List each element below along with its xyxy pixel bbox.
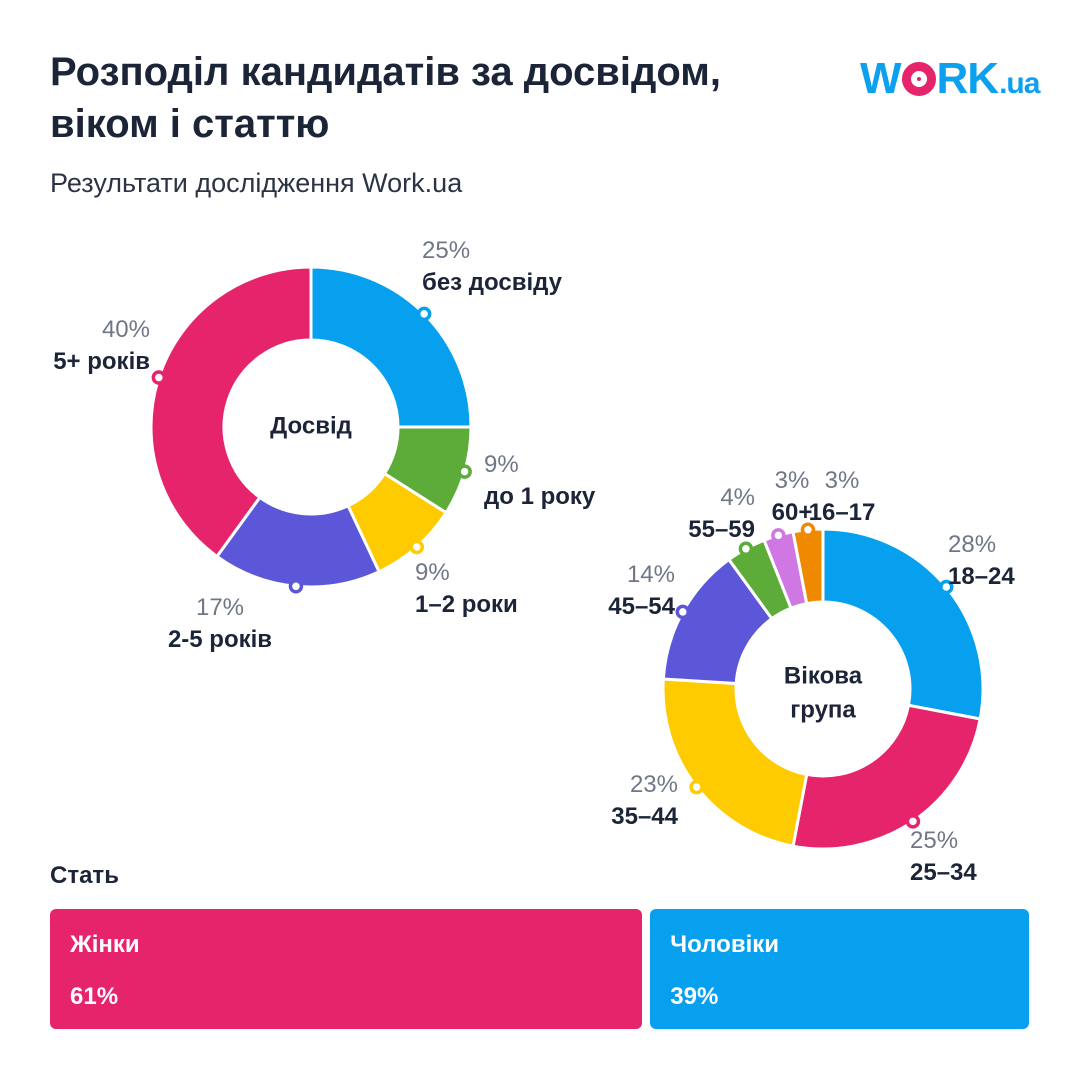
gender-bar-men: Чоловіки 39% — [650, 909, 1029, 1029]
gender-bar-label: Жінки — [70, 931, 140, 958]
donut-age-slice-3-marker — [675, 604, 691, 620]
donut-experience-slice-1-percent: 9% — [484, 451, 519, 478]
donut-age-center-label: група — [790, 696, 856, 723]
donut-age-slice-3-percent: 14% — [627, 561, 675, 588]
donut-age-slice-1-label: 25–34 — [910, 859, 977, 886]
donut-age-slice-6-percent: 3% — [825, 467, 860, 494]
donut-age-slice-1-marker — [905, 814, 921, 829]
logo-letters-rk: RK — [936, 54, 1000, 103]
experience-donut-chart: 25% без досвіду 9% до 1 року 9% 1–2 роки 17% 2-… — [53, 237, 596, 653]
donut-age-slice-6-marker — [800, 522, 816, 537]
gender-chart-title: Стать — [50, 862, 119, 889]
donut-age-slice-4-marker — [738, 541, 754, 557]
donut-experience-slice-0-percent: 25% — [422, 237, 470, 264]
donut-experience-slice-3-percent: 17% — [196, 594, 244, 621]
donut-experience-slice-3-label: 2-5 років — [168, 626, 272, 653]
title-line-2: віком і статтю — [50, 102, 330, 146]
donut-age-slice-1 — [791, 703, 982, 851]
page-subtitle: Результати дослідження Work.ua — [50, 168, 463, 198]
donut-age-slice-3-label: 45–54 — [608, 593, 675, 620]
logo-letter-w: W — [860, 54, 902, 103]
donut-experience-center-label: Досвід — [270, 412, 352, 439]
donut-age-slice-0-marker — [939, 579, 954, 595]
donut-experience-slice-2-label: 1–2 роки — [415, 591, 518, 618]
donut-age-center-label: Вікова — [784, 662, 863, 689]
donut-age-slice-6-label: 16–17 — [809, 499, 876, 526]
donut-age-slice-5-percent: 3% — [775, 467, 810, 494]
donut-experience-slice-2-marker — [409, 539, 425, 555]
donut-experience-slice-3 — [214, 495, 382, 589]
donut-age-slice-4-percent: 4% — [720, 484, 755, 511]
donut-experience-slice-0-marker — [416, 306, 432, 322]
donut-age-slice-4-label: 55–59 — [688, 516, 755, 543]
donut-experience-slice-3-marker — [288, 579, 304, 594]
title-line-1: Розподіл кандидатів за досвідом, — [50, 50, 721, 94]
gender-bar-value: 39% — [670, 983, 719, 1010]
donut-experience-slice-0 — [309, 265, 473, 429]
donut-age-slice-0-label: 18–24 — [948, 563, 1015, 590]
donut-age-slice-2-marker — [689, 779, 704, 795]
donut-experience-slice-1-label: до 1 року — [484, 483, 596, 510]
donut-age-slice-2-label: 35–44 — [611, 803, 678, 830]
donut-experience-slice-1-marker — [457, 464, 472, 479]
donut-experience-slice-4 — [149, 265, 313, 559]
donut-age-slice-0 — [821, 527, 985, 721]
donut-age-slice-2-percent: 23% — [630, 771, 678, 798]
donut-age-slice-5-marker — [771, 528, 786, 543]
donut-experience-slice-4-label: 5+ років — [53, 348, 150, 375]
work-ua-logo: W RK .ua — [860, 54, 1040, 103]
donut-age-slice-2 — [661, 677, 809, 848]
donut-age-slice-5-label: 60+ — [772, 499, 813, 526]
donut-age-slice-0-percent: 28% — [948, 531, 996, 558]
donut-experience-slice-4-marker — [151, 370, 167, 385]
logo-target-icon — [901, 62, 936, 96]
gender-bar-value: 61% — [70, 983, 119, 1010]
donut-experience-slice-0-label: без досвіду — [422, 269, 563, 296]
gender-bar-women: Жінки 61% — [50, 909, 643, 1029]
donut-experience-slice-2-percent: 9% — [415, 559, 450, 586]
donut-age-slice-1-percent: 25% — [910, 827, 958, 854]
page-title: Розподіл кандидатів за досвідом, віком і… — [50, 46, 810, 150]
gender-bar-label: Чоловіки — [670, 931, 779, 958]
logo-suffix: .ua — [999, 67, 1040, 100]
age-donut-chart: 28% 18–24 25% 25–34 23% 35–44 14% 45–54 4% 55–59 3… — [608, 467, 1015, 886]
donut-experience-slice-4-percent: 40% — [102, 316, 150, 343]
